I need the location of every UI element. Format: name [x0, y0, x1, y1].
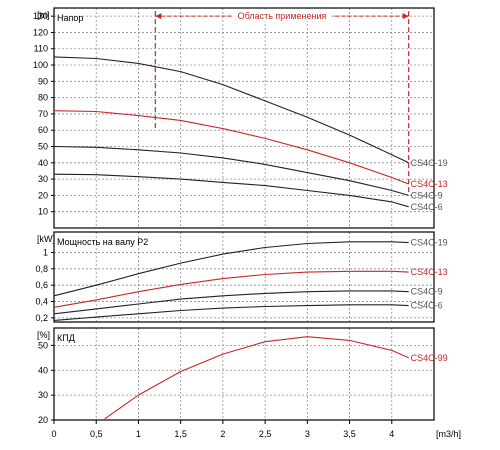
x-tick-label: 1	[136, 429, 141, 439]
series-line	[53, 173, 409, 208]
y-axis-label: [%]	[37, 330, 50, 340]
panel-frame	[53, 231, 435, 323]
y-axis-label: [m]	[37, 10, 50, 20]
series-label: CS4C-6	[411, 301, 443, 311]
range-arrow-right	[402, 13, 409, 20]
series-label: CS4C-9	[411, 287, 443, 297]
y-tick-label: 20	[38, 415, 48, 425]
y-tick-label: 0,8	[35, 264, 48, 274]
series-label: CS4C-19	[411, 158, 448, 168]
x-tick-label: 4	[389, 429, 394, 439]
x-axis-label: [m3/h]	[436, 429, 461, 439]
y-tick-label: 30	[38, 174, 48, 184]
y-tick-label: 110	[34, 44, 48, 54]
y-tick-label: 0,2	[35, 313, 48, 323]
series-label: CS4C-13	[411, 179, 448, 189]
x-tick-label: 2	[220, 429, 225, 439]
x-tick-label: 0,5	[90, 429, 103, 439]
panel-title: КПД	[57, 333, 75, 343]
y-tick-label: 60	[38, 125, 48, 135]
series-line	[53, 56, 409, 164]
y-tick-label: 100	[33, 60, 48, 70]
y-tick-label: 1	[43, 247, 48, 257]
y-tick-label: 20	[38, 190, 48, 200]
y-tick-label: 40	[38, 365, 48, 375]
x-tick-label: 0	[51, 429, 56, 439]
panel-title: Напор	[57, 13, 83, 23]
y-tick-label: 40	[38, 158, 48, 168]
y-tick-label: 50	[38, 340, 48, 350]
series-label: CS4C-9	[411, 190, 443, 200]
panel-frame	[53, 7, 435, 229]
x-tick-label: 3,5	[343, 429, 356, 439]
series-label: CS4C-6	[411, 202, 443, 212]
range-label-bg	[232, 9, 332, 22]
series-line	[53, 241, 409, 297]
range-arrow-left	[155, 13, 162, 20]
series-label: CS4C-99	[411, 353, 448, 363]
x-tick-label: 2,5	[259, 429, 272, 439]
panel-frame	[53, 327, 435, 421]
y-tick-label: 0,4	[35, 297, 48, 307]
x-tick-label: 1,5	[174, 429, 187, 439]
series-line	[104, 336, 409, 420]
y-tick-label: 70	[38, 109, 48, 119]
series-label: CS4C-19	[411, 238, 448, 248]
y-axis-label: [kW]	[37, 234, 55, 244]
series-line	[53, 304, 409, 321]
series-line	[53, 110, 409, 185]
series-label: CS4C-13	[411, 267, 448, 277]
y-tick-label: 30	[38, 390, 48, 400]
y-tick-label: 50	[38, 142, 48, 152]
x-tick-label: 3	[305, 429, 310, 439]
y-tick-label: 0,6	[35, 280, 48, 290]
series-line	[53, 145, 409, 196]
y-tick-label: 120	[33, 27, 48, 37]
series-line	[53, 290, 409, 315]
series-line	[53, 270, 409, 308]
y-tick-label: 90	[38, 76, 48, 86]
y-tick-label: 10	[38, 207, 48, 217]
y-tick-label: 80	[38, 93, 48, 103]
panel-title: Мощность на валу P2	[57, 237, 148, 247]
range-label: Область применения	[238, 11, 327, 21]
y-tick-label: 130	[33, 11, 48, 21]
